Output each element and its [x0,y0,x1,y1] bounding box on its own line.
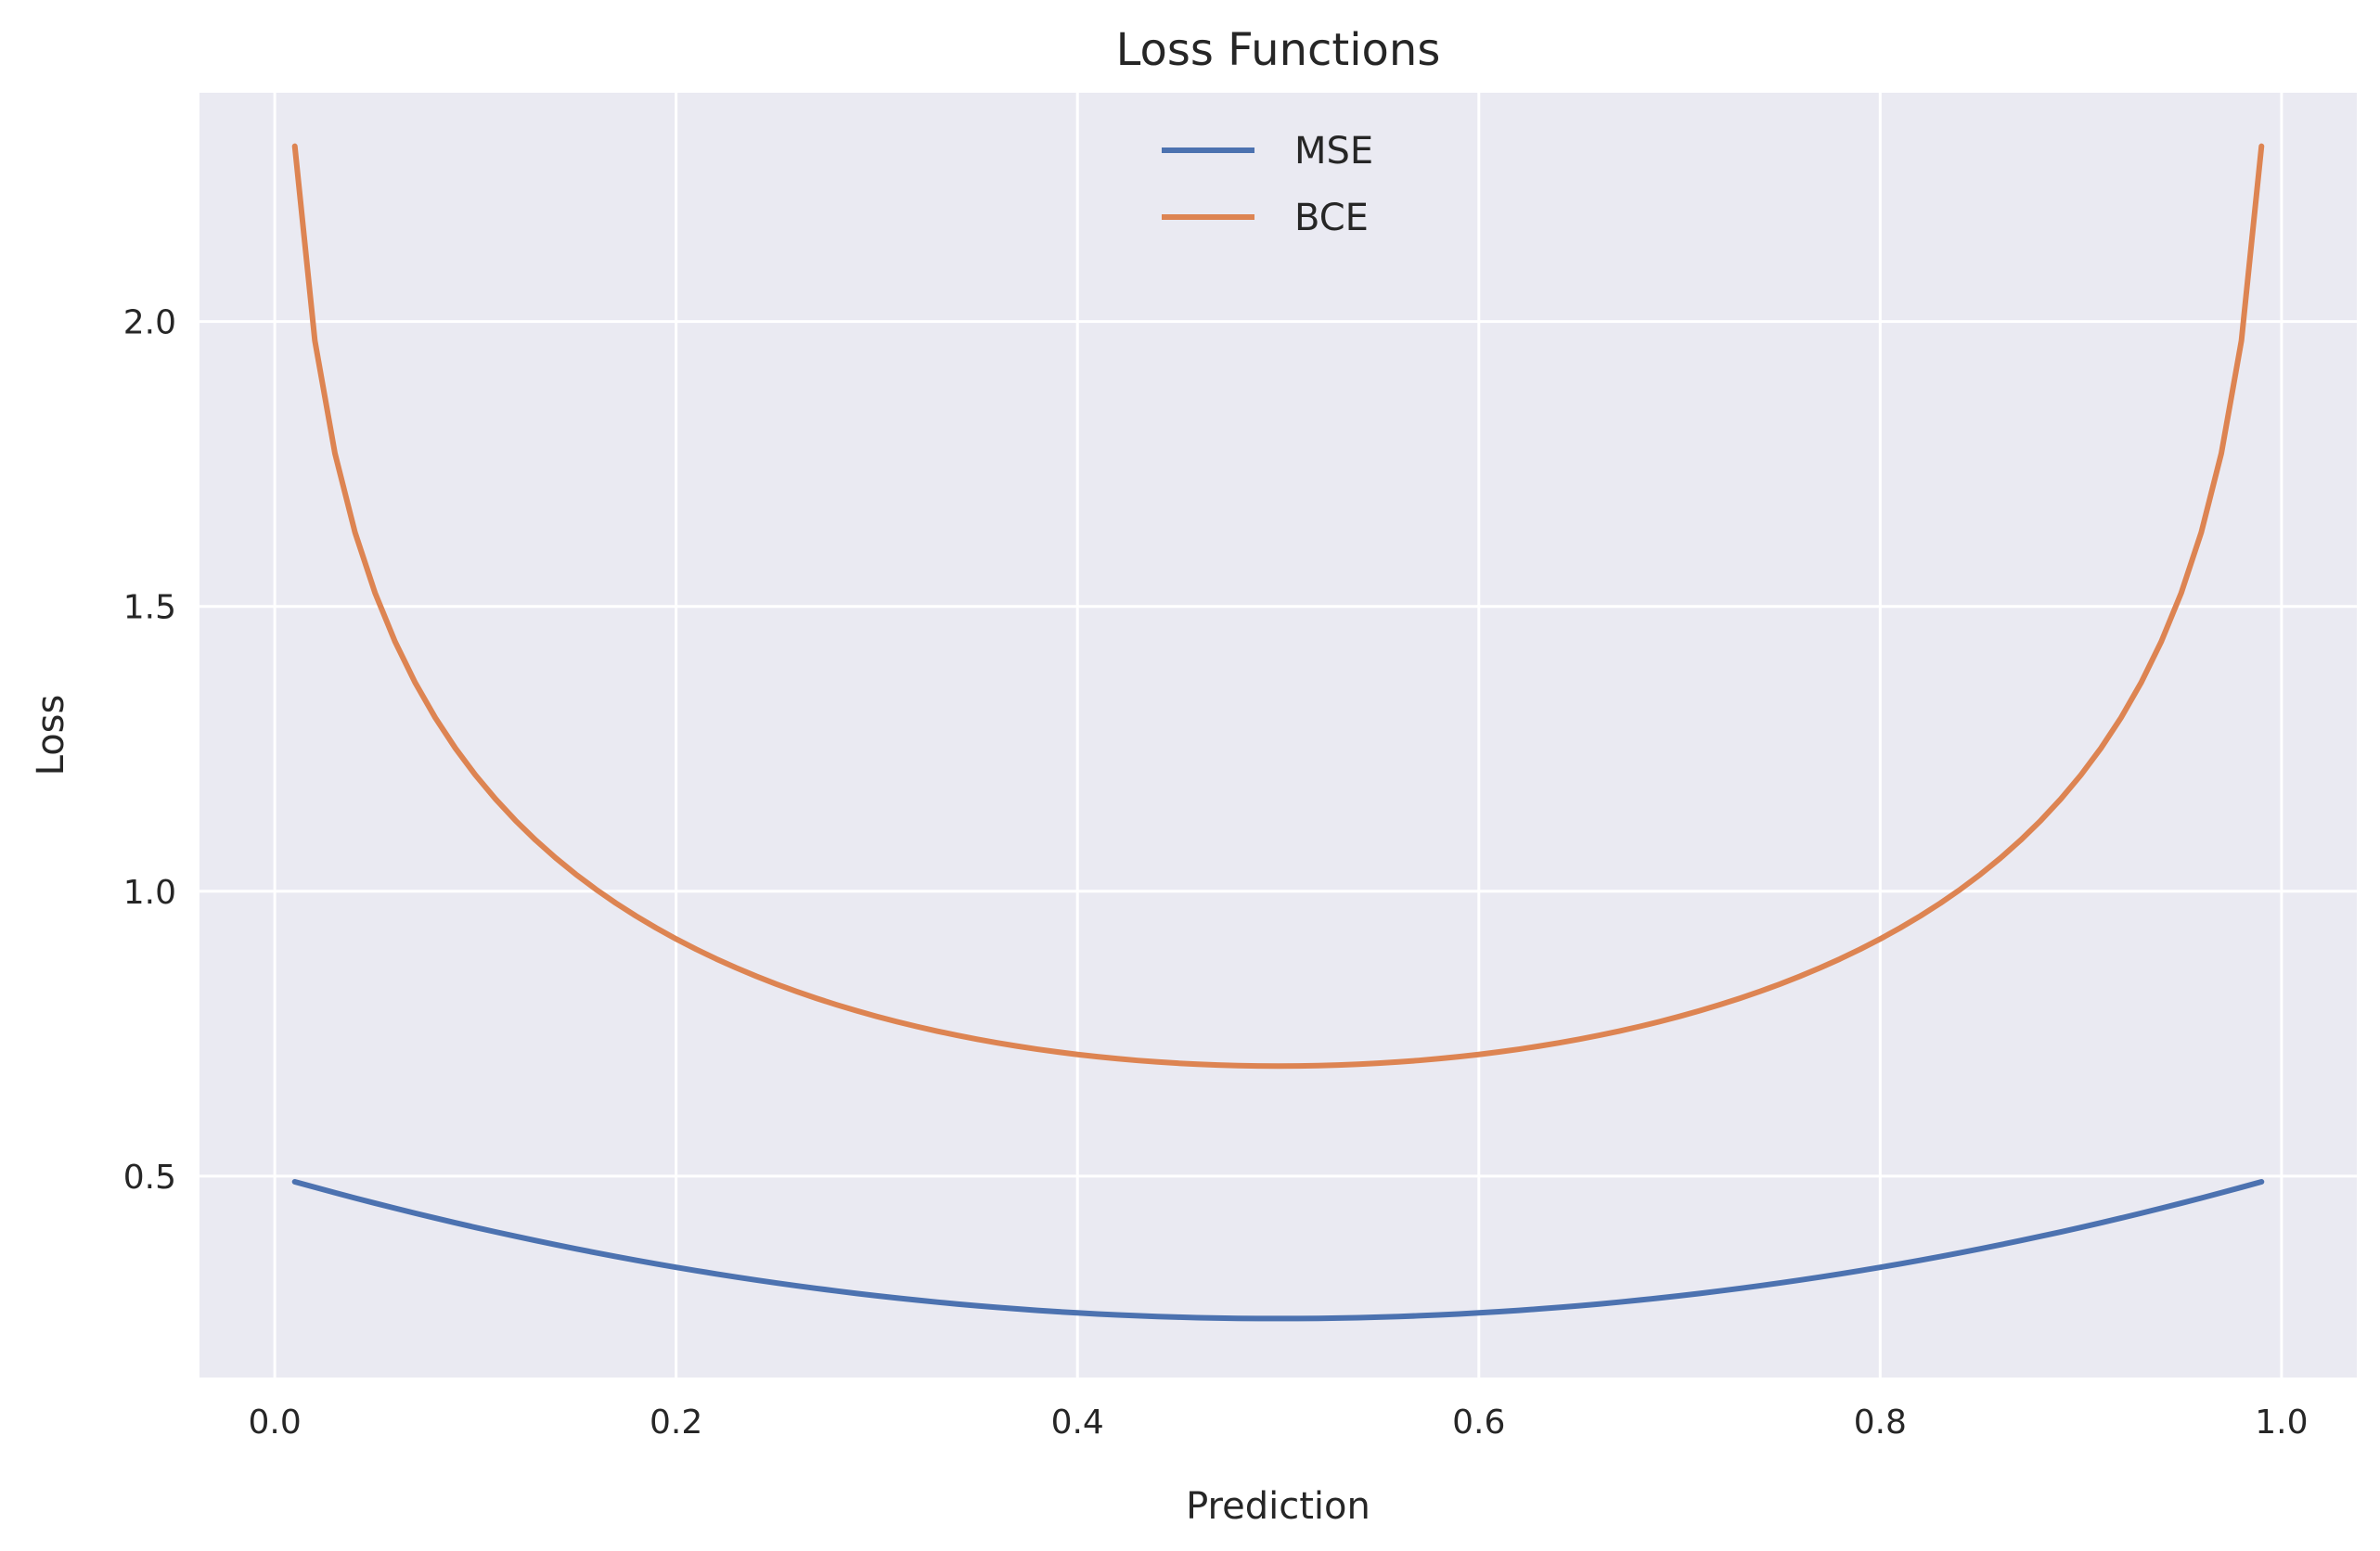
series-line-mse [291,1178,2265,1322]
chart-title: Loss Functions [1116,24,1441,76]
x-tick-label: 1.0 [2255,1404,2308,1442]
x-axis-label: Prediction [1186,1485,1370,1528]
legend-label-bce: BCE [1294,197,1369,239]
series-line-bce [291,143,2265,1070]
y-tick-label: 1.5 [123,589,176,627]
legend: MSE BCE [1162,130,1373,239]
plot-area [199,93,2357,1378]
series-lines [291,143,2265,1322]
grid-lines [199,93,2357,1378]
y-tick-label: 0.5 [123,1159,176,1197]
legend-label-mse: MSE [1294,130,1373,173]
y-tick-label: 2.0 [123,304,176,342]
tick-labels: 0.0 0.2 0.4 0.6 0.8 1.0 0.5 1.0 1.5 2.0 [123,304,2309,1442]
x-tick-label: 0.2 [650,1404,702,1442]
x-tick-label: 0.6 [1452,1404,1505,1442]
x-tick-label: 0.8 [1854,1404,1907,1442]
y-axis-label: Loss [30,695,72,776]
x-tick-label: 0.4 [1051,1404,1104,1442]
y-tick-label: 1.0 [123,874,176,912]
x-tick-label: 0.0 [248,1404,301,1442]
